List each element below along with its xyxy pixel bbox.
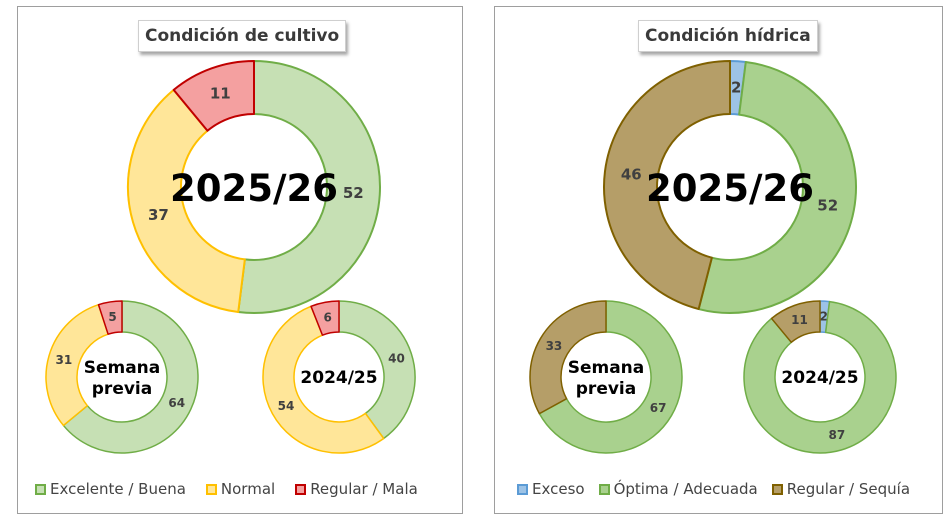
legend-label: Óptima / Adecuada: [613, 480, 758, 498]
water-condition-panel: Condición hídrica 2 52 46 2025/26 67 33 Semana…: [494, 6, 943, 514]
center-label: Semana previa: [84, 358, 161, 399]
crop-condition-panel: Condición de cultivo 52 37 11 2025/26 64 31 5 S…: [17, 6, 463, 514]
slice-excelente-buena: [237, 60, 381, 314]
data-label: 67: [650, 401, 667, 415]
legend-swatch: [517, 483, 528, 495]
data-label: 11: [210, 84, 231, 102]
slice-normal: [45, 303, 109, 427]
legend-swatch: [771, 483, 783, 495]
legend-swatch: [295, 483, 307, 495]
slice-excelente-buena: [62, 300, 199, 454]
legend-label: Normal: [220, 480, 276, 498]
crop-condition-title: Condición de cultivo: [138, 20, 347, 52]
slice-regular-sequia: [529, 300, 607, 415]
center-label: 2024/25: [300, 368, 377, 388]
data-label: 2: [820, 310, 828, 324]
data-label: 6: [323, 311, 331, 325]
legend-label: Regular / Sequía: [786, 480, 911, 498]
legend-swatch: [205, 483, 217, 495]
slice-regular-sequia: [770, 300, 821, 344]
slice-regular-mala: [310, 300, 340, 336]
data-label: 11: [791, 313, 808, 327]
data-label: 2: [731, 79, 741, 97]
center-label: Semana previa: [568, 358, 645, 399]
legend-swatch: [35, 483, 46, 495]
data-label: 40: [388, 351, 405, 365]
data-label: 46: [621, 166, 642, 184]
water-condition-legend: Exceso Óptima / Adecuada Regular / Sequí…: [517, 477, 924, 501]
center-label: 2025/26: [170, 167, 338, 210]
data-label: 52: [817, 197, 838, 215]
slice-regular-mala: [172, 60, 255, 132]
center-label: 2024/25: [781, 368, 858, 388]
center-label: 2025/26: [646, 167, 814, 210]
legend-label: Exceso: [532, 480, 585, 498]
water-condition-title: Condición hídrica: [638, 20, 818, 52]
slice-excelente-buena: [338, 300, 416, 440]
crop-condition-donuts: 52 37 11 2025/26 64 31 5 Semana previa 40 54 6 2024/…: [45, 60, 416, 454]
crop-condition-legend: Excelente / Buena Normal Regular / Mala: [35, 477, 418, 501]
data-label: 33: [546, 339, 563, 353]
legend-item-normal: Normal: [205, 480, 276, 498]
data-label: 52: [343, 184, 364, 202]
data-label: 5: [108, 310, 116, 324]
data-label: 37: [148, 206, 169, 224]
slice-optima-adecuada: [538, 300, 683, 454]
slice-regular-sequia: [603, 60, 731, 311]
legend-item-exceso: Exceso: [517, 480, 585, 498]
legend-label: Regular / Mala: [310, 480, 418, 498]
legend-label: Excelente / Buena: [50, 480, 186, 498]
legend-item-regular-mala: Regular / Mala: [295, 480, 418, 498]
slice-regular-mala: [97, 300, 123, 335]
data-label: 87: [829, 428, 846, 442]
slice-normal: [127, 88, 246, 314]
legend-item-excelente-buena: Excelente / Buena: [35, 480, 186, 498]
data-label: 31: [56, 353, 73, 367]
slice-optima-adecuada: [697, 60, 857, 314]
legend-item-optima-adecuada: Óptima / Adecuada: [598, 480, 758, 498]
legend-item-regular-sequia: Regular / Sequía: [771, 480, 911, 498]
slice-normal: [262, 305, 385, 454]
slice-optima-adecuada: [743, 300, 897, 454]
legend-swatch: [598, 483, 610, 495]
data-label: 54: [278, 399, 295, 413]
data-label: 64: [168, 396, 185, 410]
water-condition-donuts: 2 52 46 2025/26 67 33 Semana previa 2 87 11 2024/25: [529, 60, 897, 454]
